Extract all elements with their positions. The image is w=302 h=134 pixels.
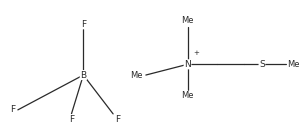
- Text: +: +: [193, 50, 199, 56]
- Text: Me: Me: [287, 60, 300, 69]
- Text: F: F: [81, 20, 86, 29]
- Text: F: F: [69, 115, 74, 124]
- Text: Me: Me: [130, 70, 143, 80]
- Text: S: S: [259, 60, 265, 69]
- Text: N: N: [184, 60, 191, 69]
- Text: B: B: [80, 70, 86, 80]
- Text: F: F: [115, 115, 120, 124]
- Text: Me: Me: [181, 16, 194, 25]
- Text: Me: Me: [181, 91, 194, 100]
- Text: F: F: [10, 105, 15, 114]
